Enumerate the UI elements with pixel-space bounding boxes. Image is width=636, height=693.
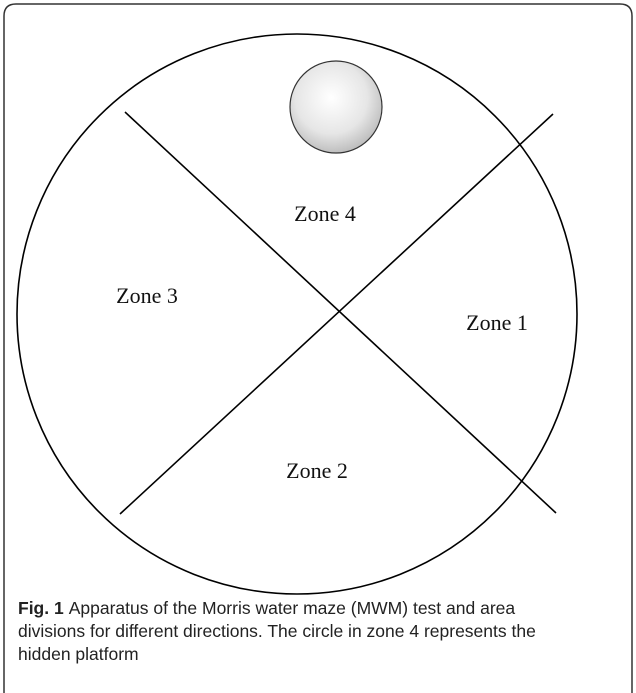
hidden-platform	[289, 60, 383, 154]
zone-label: Zone 2	[286, 458, 348, 483]
maze-pool	[16, 33, 578, 595]
caption-text: Apparatus of the Morris water maze (MWM)…	[68, 598, 516, 618]
caption-line: divisions for different directions. The …	[18, 621, 536, 641]
divider	[124, 111, 557, 514]
caption-line: hidden platform	[18, 644, 139, 664]
frame	[3, 3, 633, 693]
zone-label: Zone 1	[466, 310, 528, 335]
caption: Fig. 1 Apparatus of the Morris water maze…	[18, 597, 628, 666]
caption-label: Fig. 1	[18, 598, 64, 618]
zone-label: Zone 3	[116, 283, 178, 308]
caption-line: Fig. 1 Apparatus of the Morris water maze…	[18, 597, 628, 620]
zone-label: Zone 4	[294, 201, 356, 226]
divider	[119, 113, 554, 515]
